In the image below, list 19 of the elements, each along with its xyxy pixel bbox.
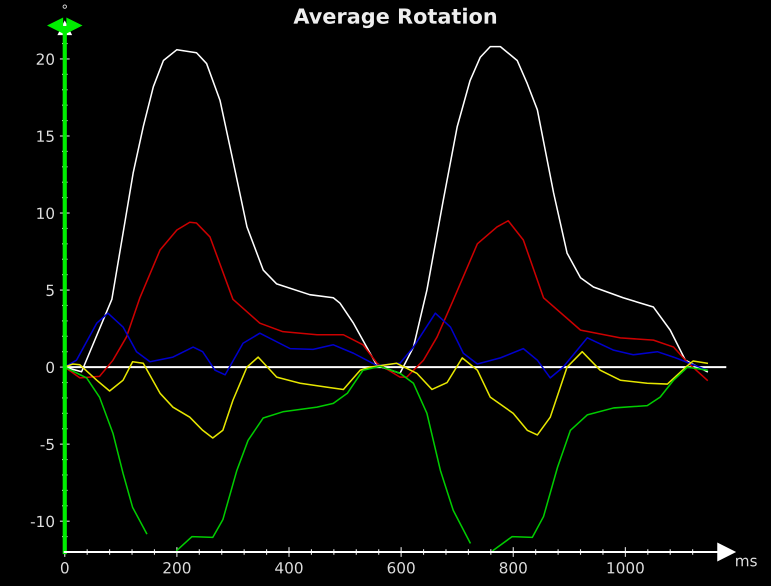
line-series xyxy=(64,220,708,381)
x-tick-label: 400 xyxy=(275,562,303,574)
x-tick-label: 800 xyxy=(500,562,527,574)
y-tick-label: 15 xyxy=(37,130,54,142)
y-tick-label: 10 xyxy=(37,207,54,220)
x-axis-title: ms xyxy=(736,558,757,566)
y-tick-label: 0 xyxy=(46,362,54,374)
x-tick-label: 0 xyxy=(60,562,69,574)
x-tick-label: 1000 xyxy=(608,562,644,574)
y-tick-label: -5 xyxy=(40,438,54,450)
chart-title: Average Rotation xyxy=(293,8,496,28)
y-axis-title: ° xyxy=(62,4,67,9)
y-tick-label: -10 xyxy=(30,516,54,528)
y-tick-label: 20 xyxy=(36,53,54,65)
y-tick-label: 5 xyxy=(46,284,54,296)
line-series xyxy=(64,312,708,379)
x-tick-label: 600 xyxy=(388,562,415,574)
x-tick-label: 200 xyxy=(163,562,190,574)
line-series xyxy=(64,350,708,439)
